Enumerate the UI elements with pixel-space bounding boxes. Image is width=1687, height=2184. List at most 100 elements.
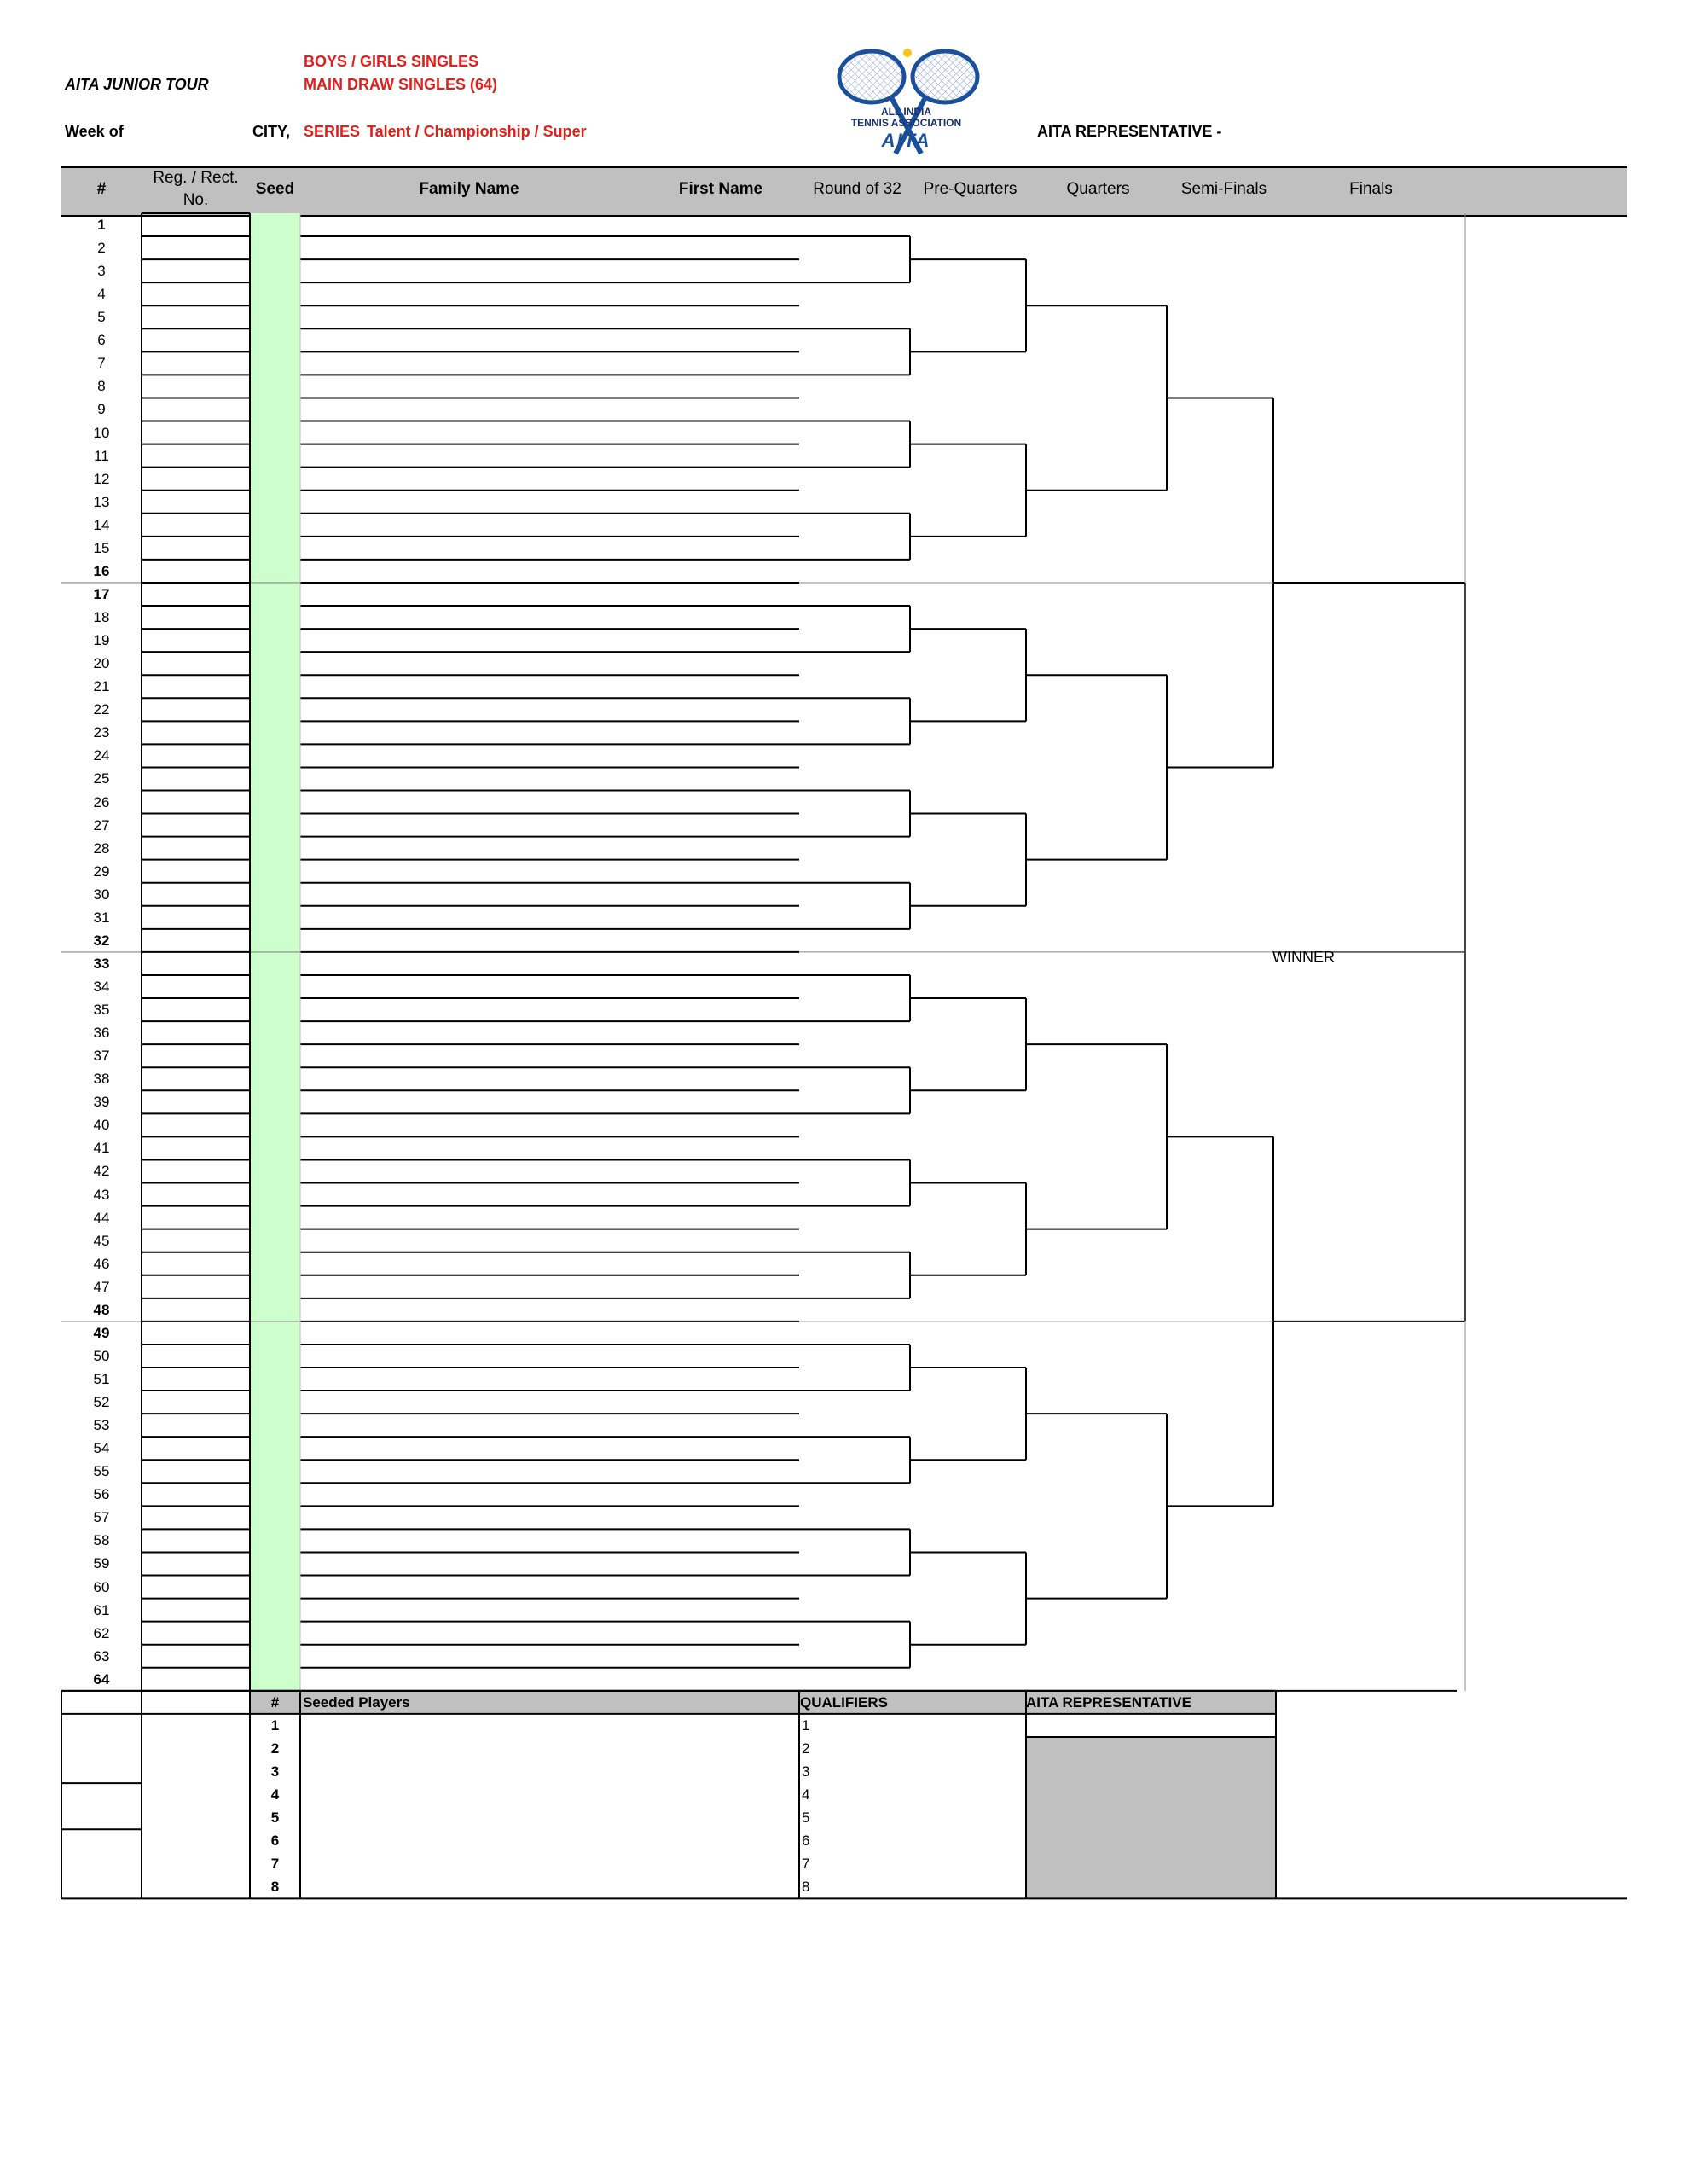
row-number: 17 [93,585,110,602]
col-finals: Finals [1349,180,1393,198]
qualifier-number: 4 [802,1786,810,1804]
row-number: 10 [93,424,110,441]
winner-label: WINNER [1272,949,1335,966]
col-pre-quarters: Pre-Quarters [923,180,1017,198]
row-number: 49 [93,1324,110,1341]
row-number: 3 [97,263,106,280]
row-number: 57 [93,1509,110,1526]
qualifier-number: 3 [802,1763,810,1780]
row-number: 27 [93,816,110,834]
row-number: 1 [97,217,106,233]
tour-title: AITA JUNIOR TOUR [65,76,209,93]
col-first-name: First Name [678,180,763,198]
row-number: 19 [93,632,110,649]
row-number: 54 [93,1440,110,1457]
representative-box [1026,1736,1276,1899]
city-label: CITY, [252,123,291,140]
row-number: 47 [93,1278,110,1295]
qualifier-number: 1 [802,1716,810,1734]
row-number: 59 [93,1555,110,1572]
row-number: 7 [97,355,106,372]
row-number: 31 [93,909,110,926]
row-number: 45 [93,1232,110,1249]
seed-number: 1 [270,1716,280,1734]
row-number: 11 [94,447,109,464]
col-seed: Seed [255,180,295,198]
aita-logo: ALL INDIA TENNIS ASSOCIATION AITA [819,44,994,164]
event-title-line1: BOYS / GIRLS SINGLES [304,53,479,70]
row-number: 23 [93,724,110,741]
row-number: 20 [93,655,110,672]
logo-line2: TENNIS ASSOCIATION [850,117,962,129]
col-round-of-32: Round of 32 [813,180,901,198]
row-number: 55 [93,1463,110,1480]
row-number: 50 [93,1347,110,1364]
qualifier-number: 2 [802,1740,810,1757]
row-number: 51 [93,1371,110,1387]
row-number: 21 [93,678,110,695]
row-number: 44 [93,1209,110,1226]
series-values: Talent / Championship / Super [367,123,587,140]
row-number: 34 [93,978,110,995]
week-of-label: Week of [65,123,124,140]
series-label: SERIES [304,123,361,140]
col-reg-line1: Reg. / Rect. [153,169,239,187]
row-number: 52 [93,1394,110,1411]
qualifier-number: 7 [802,1856,810,1873]
logo-line1: ALL INDIA [880,106,932,118]
qualifiers-label: QUALIFIERS [800,1694,888,1711]
col-number: # [96,180,107,198]
row-number: 46 [93,1255,110,1272]
row-number: 62 [93,1624,110,1641]
col-family-name: Family Name [419,180,519,198]
row-number: 61 [93,1601,110,1618]
event-title-line2: MAIN DRAW SINGLES (64) [304,76,498,93]
row-number: 39 [93,1094,110,1111]
row-number: 15 [93,539,110,556]
qualifier-number: 6 [802,1833,810,1850]
row-number: 37 [93,1048,110,1065]
row-number: 35 [93,1002,110,1019]
row-number: 60 [93,1578,110,1595]
row-number: 48 [93,1301,110,1318]
row-number: 64 [93,1670,110,1687]
row-number: 63 [93,1647,110,1664]
row-number: 25 [93,770,110,787]
crossed-tennis-rackets-icon [837,49,980,155]
row-number: 5 [97,309,106,326]
row-number: 14 [93,516,110,533]
qualifier-number: 5 [802,1809,810,1827]
row-number: 38 [93,1071,110,1088]
seed-number: 2 [270,1740,280,1757]
row-number: 40 [93,1117,110,1134]
row-number: 30 [93,886,110,903]
row-number: 43 [93,1186,110,1203]
footer-hash: # [270,1694,280,1711]
representative-label: AITA REPRESENTATIVE - [1037,123,1222,140]
row-number: 6 [97,332,106,349]
row-number: 32 [93,932,110,949]
row-number: 41 [93,1140,110,1157]
seed-number: 6 [270,1833,280,1850]
seed-number: 5 [270,1809,280,1827]
footer-header-band [250,1690,1276,1714]
row-number: 18 [93,609,110,626]
row-number: 4 [97,286,106,303]
seeded-players-label: Seeded Players [303,1694,410,1711]
column-header-band [61,166,1627,217]
row-number: 56 [93,1486,110,1503]
logo-acronym: AITA [881,130,931,151]
row-number: 16 [93,562,110,579]
row-number: 12 [93,470,110,487]
seed-number: 4 [270,1786,280,1804]
row-number: 36 [93,1025,110,1042]
row-number: 22 [93,701,110,718]
seed-number: 7 [270,1856,280,1873]
row-number: 28 [93,839,110,857]
row-number: 58 [93,1532,110,1549]
qualifier-number: 8 [802,1879,810,1896]
seed-number: 3 [270,1763,280,1780]
representative-footer-label: AITA REPRESENTATIVE [1026,1694,1191,1711]
row-number: 24 [93,747,110,764]
